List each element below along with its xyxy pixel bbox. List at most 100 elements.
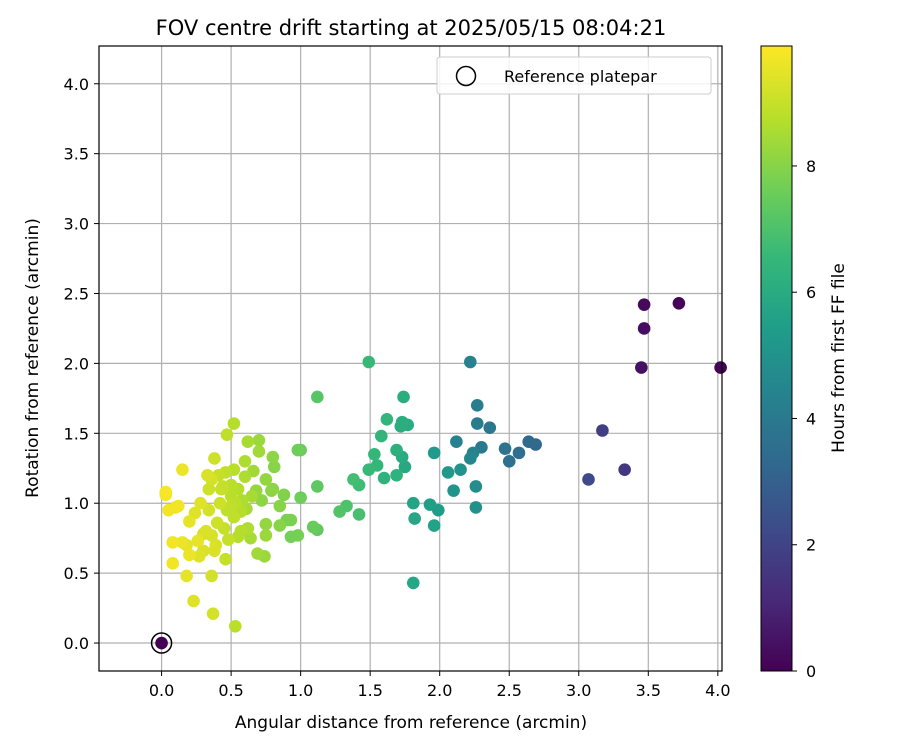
data-point: [450, 435, 463, 448]
data-point: [406, 496, 420, 510]
data-point: [672, 296, 686, 310]
y-tick-label: 3.0: [64, 215, 89, 234]
data-point: [277, 488, 291, 502]
colorbar-tick-label: 2: [806, 536, 816, 555]
y-tick-label: 0.5: [64, 564, 89, 583]
data-point: [251, 547, 264, 560]
legend-label-reference: Reference platepar: [504, 67, 657, 86]
data-point: [406, 576, 420, 590]
data-point: [159, 485, 173, 499]
data-point: [470, 417, 484, 430]
data-point: [252, 445, 266, 458]
data-point: [502, 454, 516, 468]
data-point: [284, 530, 298, 544]
data-point: [408, 512, 421, 525]
x-tick-label: 4.0: [705, 681, 730, 700]
data-point: [202, 503, 216, 517]
data-point: [423, 498, 437, 511]
legend-box: [436, 56, 712, 95]
colorbar-ticks: 0 2 4 6 8: [792, 157, 816, 681]
colorbar-tick-label: 0: [806, 662, 816, 681]
data-point: [259, 473, 273, 486]
data-point: [469, 480, 483, 493]
data-point: [294, 491, 307, 504]
data-point: [427, 446, 441, 460]
data-point: [374, 429, 388, 443]
data-point: [176, 463, 189, 476]
data-point: [498, 442, 512, 455]
data-point: [441, 466, 455, 479]
data-point: [637, 322, 651, 335]
data-point: [208, 544, 221, 558]
data-point: [522, 435, 536, 448]
colorbar-tick-label: 8: [806, 157, 816, 176]
data-point: [241, 435, 255, 448]
data-point: [194, 496, 207, 510]
plot-frame: [98, 45, 723, 672]
data-point: [397, 390, 410, 404]
data-point: [238, 454, 252, 468]
data-point: [219, 552, 232, 566]
data-point: [483, 421, 497, 435]
data-point: [380, 413, 394, 426]
data-point: [255, 494, 269, 507]
y-tick-label: 0.0: [64, 634, 89, 653]
colorbar: [760, 45, 793, 672]
data-point: [596, 424, 609, 437]
data-point: [311, 480, 324, 493]
data-point: [394, 420, 408, 433]
y-tick-label: 1.0: [64, 494, 89, 513]
data-point: [377, 471, 391, 485]
data-point: [166, 536, 180, 549]
data-point: [259, 517, 273, 531]
y-ticks: 0.0 0.5 1.0 1.5 2.0 2.5 3.0 3.5 4.0: [64, 75, 99, 653]
y-axis-label: Rotation from reference (arcmin): [23, 218, 43, 498]
data-point: [273, 499, 287, 513]
data-point: [390, 468, 403, 482]
data-point: [222, 533, 235, 546]
data-point: [618, 463, 631, 476]
legend: Reference platepar: [436, 56, 712, 95]
data-point: [171, 499, 185, 513]
data-point: [208, 452, 221, 465]
x-ticks: 0.0 0.5 1.0 1.5 2.0 2.5 3.0 3.5 4.0: [149, 671, 731, 700]
reference-marker: [150, 632, 173, 654]
x-tick-label: 0.0: [149, 681, 174, 700]
data-point: [216, 480, 230, 493]
data-point: [582, 473, 595, 486]
x-tick-label: 3.0: [566, 681, 591, 700]
data-point: [447, 484, 460, 497]
data-point: [228, 619, 242, 633]
data-point: [259, 529, 273, 542]
data-point: [469, 501, 483, 514]
data-point: [183, 515, 196, 528]
data-point: [266, 450, 280, 464]
data-point: [183, 548, 196, 562]
x-axis-label: Angular distance from reference (arcmin): [235, 713, 587, 733]
data-point: [362, 463, 376, 476]
x-tick-label: 0.5: [218, 681, 243, 700]
y-tick-label: 4.0: [64, 75, 89, 94]
data-point: [234, 524, 248, 538]
data-point: [714, 361, 727, 374]
reference-point: [155, 636, 168, 650]
data-point: [227, 417, 241, 430]
data-point: [291, 443, 305, 457]
data-point: [176, 536, 189, 549]
colorbar-label: Hours from first FF file: [829, 263, 849, 453]
data-point: [347, 473, 360, 486]
reference-ring: [150, 632, 173, 654]
data-point: [333, 505, 346, 518]
data-point: [267, 460, 281, 474]
data-point: [205, 569, 218, 583]
data-point: [454, 463, 467, 476]
x-tick-label: 3.5: [636, 681, 661, 700]
data-point: [206, 607, 220, 620]
data-point: [398, 460, 412, 474]
y-tick-label: 1.5: [64, 424, 89, 443]
x-tick-label: 1.5: [357, 681, 382, 700]
data-point: [192, 550, 206, 563]
data-point: [352, 508, 366, 521]
data-point: [213, 496, 227, 510]
